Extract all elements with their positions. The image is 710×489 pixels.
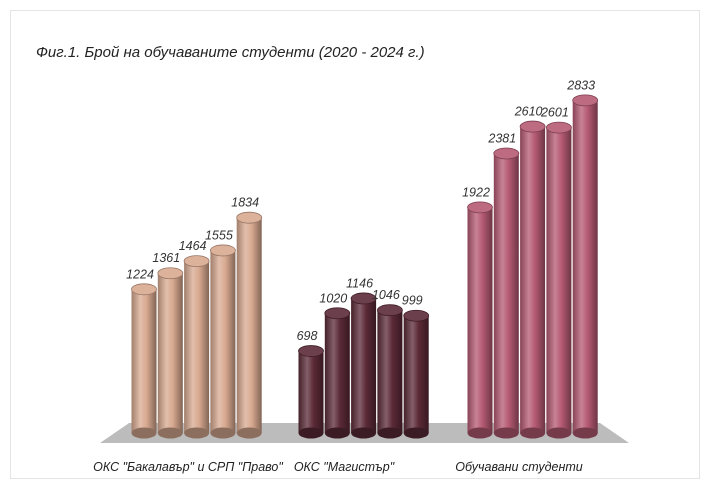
bar-bottom-cap xyxy=(493,427,519,439)
bar-top-cap xyxy=(376,304,403,317)
bar-bottom-cap xyxy=(546,427,572,439)
bar-top-cap xyxy=(546,121,572,134)
bar-top-cap xyxy=(157,267,184,280)
bar-bottom-cap xyxy=(377,427,403,439)
bar-top-cap xyxy=(131,283,157,296)
bars-layer xyxy=(131,94,599,439)
bar-body xyxy=(210,250,236,433)
bar-body xyxy=(351,298,377,433)
bar-body xyxy=(324,313,350,433)
bar-1-1 xyxy=(324,307,351,439)
chart-title: Фиг.1. Брой на обучаваните студенти (202… xyxy=(36,44,425,61)
bar-1-0 xyxy=(298,345,324,439)
bar-0-1 xyxy=(157,267,184,439)
bar-value-label: 1555 xyxy=(205,228,233,242)
bar-2-3 xyxy=(546,121,572,439)
bar-2-4 xyxy=(572,94,599,439)
bar-bottom-cap xyxy=(184,427,210,439)
bar-value-label: 999 xyxy=(402,294,423,308)
bar-value-label: 2833 xyxy=(566,78,595,92)
bar-top-cap xyxy=(236,211,263,224)
bar-bottom-cap xyxy=(520,427,546,439)
bar-value-label: 1146 xyxy=(346,276,373,290)
bar-0-4 xyxy=(236,211,263,439)
bar-top-cap xyxy=(183,255,210,268)
bar-2-0 xyxy=(467,201,493,439)
bar-body xyxy=(493,153,519,434)
bar-value-label: 2381 xyxy=(487,131,516,145)
bar-value-label: 1834 xyxy=(231,196,259,210)
bar-bottom-cap xyxy=(467,427,493,439)
bar-value-label: 1361 xyxy=(152,251,180,265)
bar-top-cap xyxy=(350,292,377,305)
bar-value-label: 1046 xyxy=(372,288,400,302)
bar-bottom-cap xyxy=(131,427,157,439)
bar-top-cap xyxy=(324,307,351,320)
bar-1-3 xyxy=(376,304,403,439)
bar-body xyxy=(546,127,572,433)
bar-bottom-cap xyxy=(157,427,183,439)
bar-2-2 xyxy=(519,120,546,439)
bar-bottom-cap xyxy=(403,427,429,439)
bar-2-1 xyxy=(493,147,520,439)
bar-bottom-cap xyxy=(236,427,262,439)
bar-body xyxy=(403,315,429,433)
bar-body xyxy=(157,273,183,433)
bar-body xyxy=(377,310,403,433)
bar-value-label: 1464 xyxy=(179,239,207,253)
bar-top-cap xyxy=(519,120,546,133)
bar-body xyxy=(131,289,157,433)
category-labels-layer: ОКС "Бакалавър" и СРП "Право" ОКС "Магист… xyxy=(93,460,583,474)
bar-bottom-cap xyxy=(210,427,236,439)
bar-1-4 xyxy=(403,309,430,439)
bar-body xyxy=(236,217,262,433)
bar-body xyxy=(298,351,324,433)
bar-bottom-cap xyxy=(572,427,598,439)
category-label: Обучавани студенти xyxy=(455,460,582,474)
bar-top-cap xyxy=(572,94,599,107)
bar-top-cap xyxy=(403,309,430,322)
bar-value-label: 1020 xyxy=(319,291,347,305)
bar-bottom-cap xyxy=(298,427,324,439)
bar-value-label: 698 xyxy=(297,329,318,343)
bar-1-2 xyxy=(350,292,377,439)
bar-0-3 xyxy=(209,244,236,439)
bar-value-label: 2610 xyxy=(514,105,543,119)
bar-top-cap xyxy=(298,345,324,357)
bar-value-label: 1922 xyxy=(462,185,490,199)
bar-body xyxy=(467,207,493,433)
bar-0-2 xyxy=(183,255,210,439)
bar-top-cap xyxy=(467,201,493,214)
bar-bottom-cap xyxy=(351,427,377,439)
bar-value-label: 2601 xyxy=(540,106,569,120)
bar-value-label: 1224 xyxy=(126,267,154,281)
category-label: ОКС "Магистър" xyxy=(294,460,395,474)
bar-bottom-cap xyxy=(324,427,350,439)
bar-body xyxy=(184,261,210,433)
bar-top-cap xyxy=(493,147,520,160)
bar-top-cap xyxy=(209,244,236,257)
category-label: ОКС "Бакалавър" и СРП "Право" xyxy=(93,460,283,474)
bar-body xyxy=(572,100,598,434)
bar-0-0 xyxy=(131,283,157,439)
bar-body xyxy=(520,126,546,433)
